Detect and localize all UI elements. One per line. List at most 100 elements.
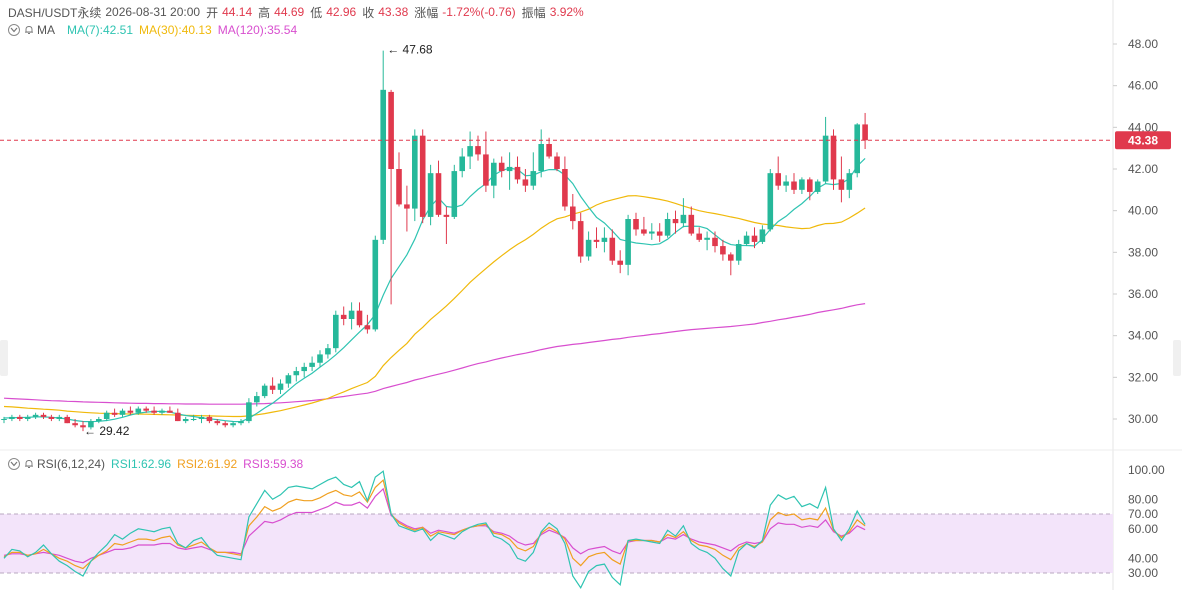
candle-body bbox=[498, 162, 505, 172]
candle bbox=[830, 129, 837, 190]
candle bbox=[546, 137, 552, 159]
rsi-collapse-toggle-icon[interactable] bbox=[8, 458, 20, 470]
candle-body bbox=[419, 135, 426, 217]
candle bbox=[56, 414, 63, 422]
candle bbox=[838, 156, 845, 203]
candle bbox=[688, 206, 695, 236]
candle bbox=[135, 406, 142, 415]
candle-body bbox=[491, 162, 497, 186]
candle-body bbox=[609, 237, 616, 261]
candle bbox=[285, 373, 292, 388]
candle bbox=[222, 421, 228, 428]
candle-body bbox=[348, 310, 355, 319]
candle-body bbox=[301, 366, 307, 372]
candle bbox=[269, 377, 276, 394]
candle bbox=[609, 229, 616, 265]
candle-body bbox=[530, 171, 537, 186]
ma-alert-bell-icon[interactable] bbox=[24, 25, 34, 35]
candle-body bbox=[372, 239, 379, 330]
candle-body bbox=[238, 421, 244, 424]
candle-body bbox=[269, 385, 276, 390]
candle bbox=[538, 129, 544, 178]
price-tick-label: 30.00 bbox=[1128, 412, 1158, 426]
candle bbox=[230, 421, 236, 428]
candle-body bbox=[135, 408, 142, 413]
candle bbox=[182, 416, 189, 424]
candle bbox=[791, 173, 797, 194]
candle bbox=[783, 175, 789, 192]
candle-body bbox=[388, 91, 394, 169]
candle-body bbox=[846, 173, 853, 190]
candle-body bbox=[854, 124, 860, 174]
candle-body bbox=[641, 229, 647, 234]
candle bbox=[198, 414, 205, 424]
candle bbox=[111, 408, 118, 417]
candle-body bbox=[601, 237, 608, 242]
candle bbox=[143, 406, 149, 413]
candle-body bbox=[577, 221, 584, 257]
candle bbox=[32, 412, 39, 419]
rsi-alert-bell-icon[interactable] bbox=[24, 459, 34, 469]
candle bbox=[530, 152, 537, 190]
candle bbox=[48, 414, 55, 422]
candle-body bbox=[751, 235, 758, 242]
amplitude-label: 振幅 bbox=[521, 5, 546, 20]
candle-body bbox=[435, 173, 442, 215]
candle-body bbox=[680, 214, 687, 224]
candle-body bbox=[190, 419, 197, 420]
candle bbox=[822, 116, 829, 184]
candle-body bbox=[214, 421, 221, 424]
candle-body bbox=[696, 233, 702, 240]
candle-body bbox=[412, 135, 418, 209]
candle bbox=[80, 421, 86, 432]
ma-collapse-toggle-icon[interactable] bbox=[8, 24, 20, 36]
ma7-legend: MA(7):42.51 bbox=[67, 23, 134, 37]
candle bbox=[696, 227, 702, 242]
candle bbox=[159, 408, 165, 415]
ma120-legend: MA(120):35.54 bbox=[217, 23, 298, 37]
candle-body bbox=[467, 146, 473, 157]
ma-lines bbox=[3, 157, 866, 423]
candle bbox=[491, 158, 497, 199]
left-panel-collapse-handle[interactable] bbox=[0, 340, 8, 376]
candle-body bbox=[111, 412, 118, 415]
candle bbox=[333, 310, 339, 353]
price-tick-label: 44.00 bbox=[1128, 120, 1158, 134]
candle-body bbox=[522, 179, 529, 186]
candle-body bbox=[380, 89, 386, 240]
candle bbox=[483, 131, 489, 192]
last-price-tag bbox=[1115, 131, 1171, 150]
candle bbox=[451, 164, 458, 219]
candle-body bbox=[32, 414, 39, 417]
price-tick-label: 42.00 bbox=[1128, 162, 1158, 176]
candle bbox=[17, 414, 23, 422]
candle bbox=[459, 148, 465, 178]
candle-body bbox=[80, 425, 86, 428]
low-annotation: ← 29.42 bbox=[84, 424, 130, 438]
candle bbox=[254, 391, 260, 407]
candle bbox=[735, 239, 742, 265]
candle-body bbox=[364, 325, 371, 330]
candle-body bbox=[64, 416, 70, 424]
candle bbox=[585, 231, 592, 261]
rsi1-legend: RSI1:62.96 bbox=[111, 457, 172, 471]
candle bbox=[167, 406, 173, 413]
high-annotation: ← 47.68 bbox=[387, 43, 433, 57]
ma30-legend: MA(30):40.13 bbox=[139, 23, 212, 37]
candle bbox=[419, 129, 426, 224]
right-panel-collapse-handle[interactable] bbox=[1173, 340, 1181, 376]
candle bbox=[664, 212, 671, 238]
candle bbox=[356, 302, 363, 328]
price-tick-label: 48.00 bbox=[1128, 37, 1158, 51]
candle-body bbox=[293, 371, 300, 376]
candle bbox=[799, 177, 805, 194]
ma-legend: MA MA(7):42.51 MA(30):40.13 MA(120):35.5… bbox=[8, 22, 301, 38]
candle bbox=[759, 225, 766, 244]
candle-body bbox=[103, 412, 110, 419]
candle bbox=[751, 227, 758, 249]
candle bbox=[443, 206, 450, 244]
candle bbox=[522, 169, 529, 192]
candle bbox=[775, 156, 781, 190]
candle bbox=[127, 406, 134, 415]
